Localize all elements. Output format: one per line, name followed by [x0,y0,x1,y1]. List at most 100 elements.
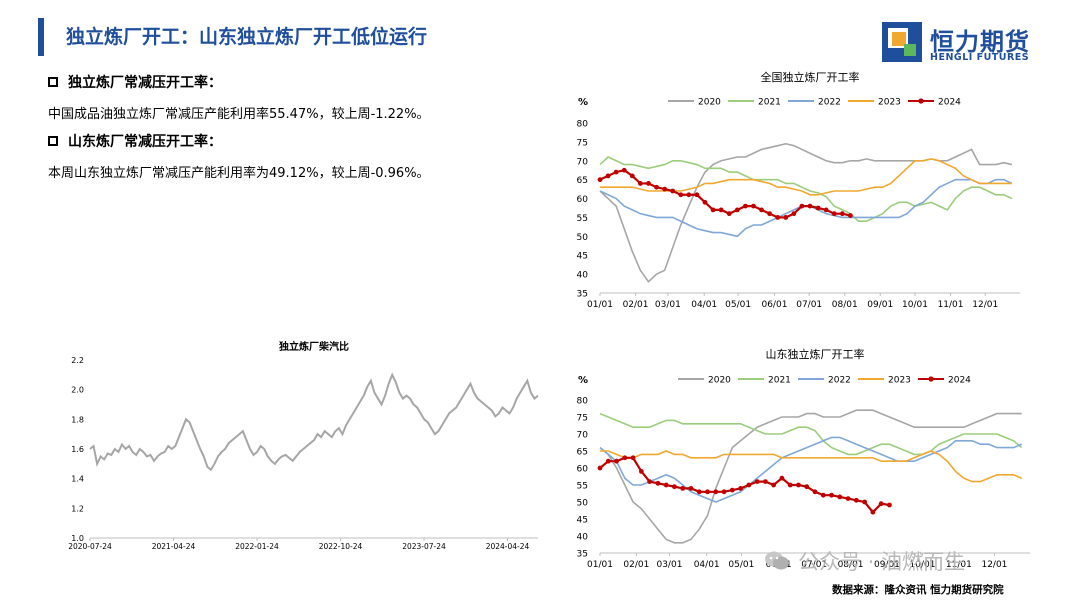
x-tick-label: 09/01 [867,300,893,310]
header-accent-bar [38,18,44,56]
data-point-2024 [821,493,826,498]
legend-label: 2024 [948,376,971,386]
y-tick-label: 45 [577,252,588,262]
data-point-2024 [837,495,842,500]
legend-label: 2022 [828,376,851,386]
y-tick-label: 35 [577,550,588,560]
data-point-2024 [639,469,644,474]
chart-shandong-utilization: 山东独立炼厂开工率% 2020 2021 2022 2023 20243540455055… [570,344,1040,576]
data-point-2024 [780,476,785,481]
data-point-2024 [606,459,611,464]
data-point-2024 [695,192,700,197]
y-axis-unit: % [578,375,588,386]
y-tick-label: 75 [577,138,588,148]
data-point-2024 [870,510,875,515]
series-line-2023 [600,451,1022,482]
data-point-2024 [824,207,829,212]
chart-title: 山东独立炼厂开工率 [766,347,865,361]
data-point-2024 [703,200,708,205]
data-point-2024 [816,206,821,211]
data-point-2024 [598,466,603,471]
data-point-2024 [832,211,837,216]
watermark-text: 公众号 · 油燃而生 [798,546,965,576]
x-tick-label: 07/01 [796,300,822,310]
data-point-2024 [647,479,652,484]
data-point-2024 [730,488,735,493]
data-point-2024 [846,496,851,501]
y-tick-label: 60 [577,195,589,205]
y-tick-label: 40 [577,271,589,281]
company-logo: 恒力期货 HENGLI FUTURES [882,22,1052,66]
data-point-2024 [759,207,764,212]
data-point-2024 [788,483,793,488]
page-title: 独立炼厂开工：山东独立炼厂开工低位运行 [66,22,427,49]
legend-label: 2022 [818,98,841,108]
data-point-2024 [655,481,660,486]
data-point-2024 [854,498,859,503]
y-tick-label: 55 [577,482,588,492]
section-text-national: 中国成品油独立炼厂常减压产能利用率55.47%，较上周-1.22%。 [48,103,430,122]
data-point-2024 [813,489,818,494]
data-point-2024 [879,501,884,506]
x-tick-label: 2023-07-24 [402,542,446,551]
x-tick-label: 06/01 [761,300,787,310]
y-tick-label: 1.8 [71,415,84,424]
y-tick-label: 70 [577,431,589,441]
data-point-2024 [630,173,635,178]
data-point-2024 [638,181,643,186]
y-tick-label: 65 [577,176,588,186]
data-point-2024 [614,459,619,464]
x-tick-label: 05/01 [728,560,754,570]
legend-label: 2024 [938,98,961,108]
legend-label: 2023 [888,376,911,386]
data-point-2024 [662,187,667,192]
data-point-2024 [711,207,716,212]
x-tick-label: 12/01 [981,560,1007,570]
y-tick-label: 50 [577,233,589,243]
x-tick-label: 12/01 [972,300,998,310]
data-point-2024 [783,215,788,220]
legend-marker [928,376,933,381]
logo-name-en: HENGLI FUTURES [930,52,1029,63]
y-tick-label: 80 [577,120,589,130]
data-point-2024 [775,215,780,220]
data-point-2024 [751,204,756,209]
data-point-2024 [598,177,603,182]
data-point-2024 [678,192,683,197]
data-point-2024 [664,483,669,488]
data-point-2024 [705,489,710,494]
data-point-2024 [680,486,685,491]
y-tick-label: 60 [577,465,589,475]
y-tick-label: 2.0 [71,386,84,395]
chart-title: 独立炼厂柴汽比 [279,340,349,353]
data-point-2024 [735,207,740,212]
series-line-ratio [90,375,538,470]
y-tick-label: 1.6 [71,445,84,454]
y-tick-label: 1.2 [71,504,84,513]
data-point-2024 [689,486,694,491]
data-point-2024 [755,479,760,484]
legend-label: 2021 [758,98,781,108]
bullet-square-icon [48,136,58,146]
data-point-2024 [829,493,834,498]
y-tick-label: 65 [577,448,588,458]
y-tick-label: 2.2 [71,356,84,365]
data-point-2024 [743,204,748,209]
series-line-2021 [600,414,1022,455]
legend-label: 2021 [768,376,791,386]
data-point-2024 [670,189,675,194]
data-source-note: 数据来源：隆众资讯 恒力期货研究院 [832,582,1004,597]
x-tick-label: 2024-04-24 [486,542,530,551]
data-point-2024 [746,483,751,488]
legend-label: 2023 [878,98,901,108]
data-point-2024 [686,192,691,197]
data-point-2024 [804,484,809,489]
x-tick-label: 2021-04-24 [152,542,196,551]
data-point-2024 [767,211,772,216]
x-tick-label: 01/01 [587,300,613,310]
x-tick-label: 04/01 [691,300,717,310]
y-tick-label: 80 [577,397,589,407]
wechat-icon [764,550,790,572]
data-point-2024 [771,483,776,488]
x-tick-label: 2020-07-24 [68,542,112,551]
